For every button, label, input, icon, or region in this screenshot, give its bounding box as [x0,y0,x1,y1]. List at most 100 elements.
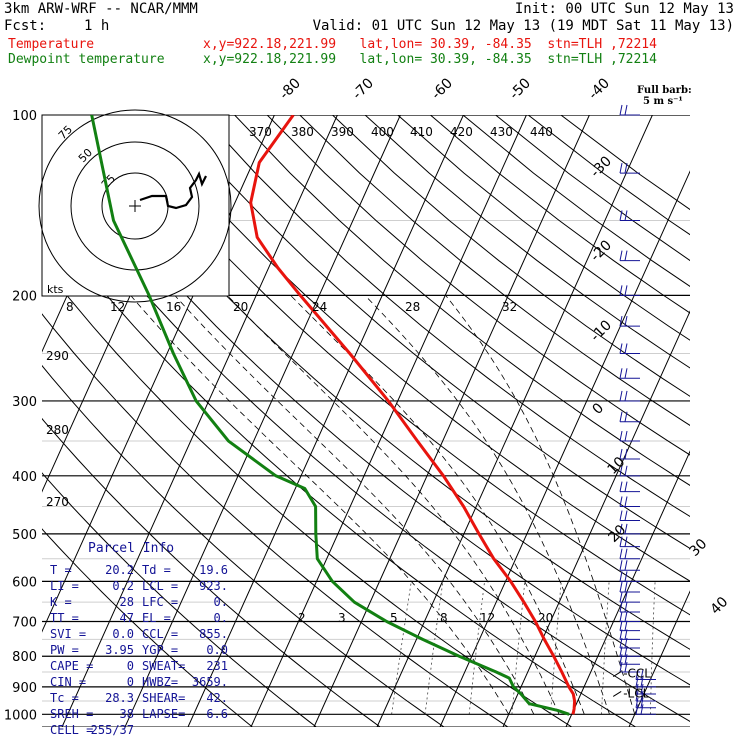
wind-barb-flag [640,683,644,695]
parcel-info-label: LFC = [142,595,178,609]
dry-adiabat [299,115,690,426]
wind-barb-flag [624,430,628,442]
wind-barb-flag [624,496,628,507]
parcel-info-value: 855. [199,627,228,641]
wind-barb-flag [619,560,623,571]
pressure-tick-label: 900 [12,681,37,696]
pressure-tick-label: 200 [12,289,37,304]
dry-adiabat [527,115,690,236]
parcel-info-value: 255/37 [91,723,134,737]
parcel-info-value: 19.6 [199,563,228,577]
wind-barb-flag [624,523,628,534]
barb-legend-title: Full barb: [637,85,692,96]
dry-adiabat [364,115,690,369]
isotherm-line [439,170,690,727]
parcel-info-value: 20.2 [105,563,134,577]
wind-barb-flag [624,581,628,593]
mixing-ratio-line [391,581,412,715]
isotherm-tick-label: -10 [588,317,615,344]
dry-adiabat [168,115,690,550]
temperature-profile-line [249,115,577,715]
dry-adiabat [332,115,690,397]
moist-adiabat [364,295,610,715]
wind-barb-flag [619,390,623,402]
isotherm-line [692,115,740,727]
wind-barb-flag [640,690,644,702]
wind-barb-flag [619,592,623,603]
parcel-info-label: CELL = [50,723,93,737]
temperature-legend-info: x,y=922.18,221.99 lat,lon= 30.39, -84.35… [203,37,657,52]
wind-barb-flag [635,704,639,715]
parcel-info-label: Tc = [50,691,79,705]
parcel-info-title: Parcel Info [88,541,174,556]
isotherm-line [124,115,401,727]
parcel-info-value: 0.0 [112,627,134,641]
wind-barb-flag [619,285,623,296]
wind-barb-flag [619,210,623,221]
parcel-info-value: 28 [120,595,134,609]
theta-tick-label: 440 [530,125,553,139]
parcel-info-label: PW = [50,643,79,657]
mixing-ratio-line [511,581,526,715]
init-time: Init: 00 UTC Sun 12 May 13 [514,1,734,17]
wind-barb-flag [619,661,623,673]
barb-legend-units: 5 m s⁻¹ [643,96,683,107]
theta-tick-label: 380 [291,125,314,139]
forecast-hour: 1 h [84,18,110,34]
wind-barb-flag [624,661,628,673]
isotherm-line [0,115,22,727]
isotherm-line [250,115,527,727]
parcel-info-value: 0.2 [112,579,134,593]
wind-barb-flag [619,448,623,460]
pressure-tick-label: 100 [12,109,37,124]
parcel-info-value: 0 [127,659,134,673]
theta-tick-label: 390 [331,125,354,139]
parcel-info-value: 28.3 [105,691,134,705]
wind-barb-flag [619,620,623,631]
hodograph-ring [70,141,200,271]
wind-barb-flag [624,285,628,296]
dry-adiabat [397,115,690,341]
wind-barb-flag [640,676,644,687]
valid-time: Valid: 01 UTC Sun 12 May 13 (19 MDT Sat … [312,18,734,34]
mixing-ratio-label: 24 [312,300,327,314]
dry-adiabat [42,472,317,727]
wind-barb-flag [624,315,628,327]
mixing-ratio-low-label: 5 [390,611,398,625]
parcel-info-label: SWEAT= [142,659,185,673]
dry-adiabat [42,313,509,727]
wind-barb-flag [619,104,623,116]
wind-barb-flag [619,646,623,657]
parcel-info-value: 3659. [192,675,228,689]
pressure-tick-label: 400 [12,470,37,485]
wind-barb-flag [624,536,628,547]
mixing-ratio-label: 20 [233,300,248,314]
wind-barb-flag [635,669,639,680]
dry-adiabat [495,115,690,262]
wind-barb-flag [619,601,623,613]
wind-barb-flag [619,250,623,261]
isotherm-line [187,115,464,727]
hodograph-units-label: kts [47,283,64,296]
wind-barb-flag [619,481,623,492]
parcel-info-value: 923. [199,579,228,593]
theta-tick-label: 400 [371,125,394,139]
wind-barb-flag [624,390,628,402]
wind-barb-flag [635,683,639,695]
wind-barb-flag [624,448,628,460]
dry-adiabat [42,118,690,686]
isotherm-line [376,115,653,727]
theta-tick-label: 430 [490,125,513,139]
wind-barb-flag [624,162,628,174]
temperature-legend-label: Temperature [8,37,95,52]
parcel-info-label: TT = [50,611,79,625]
wind-barb-flag [640,704,644,715]
mixing-ratio-low-label: 12 [480,611,495,625]
wind-barb-flag [624,104,628,116]
parcel-info-label: EL = [142,611,171,625]
isotherm-tick-label: -70 [350,75,377,102]
pressure-tick-label: 1000 [4,708,37,723]
wind-barb-flag [619,343,623,354]
wind-barb-flag [619,637,623,649]
dry-adiabat [103,115,690,616]
